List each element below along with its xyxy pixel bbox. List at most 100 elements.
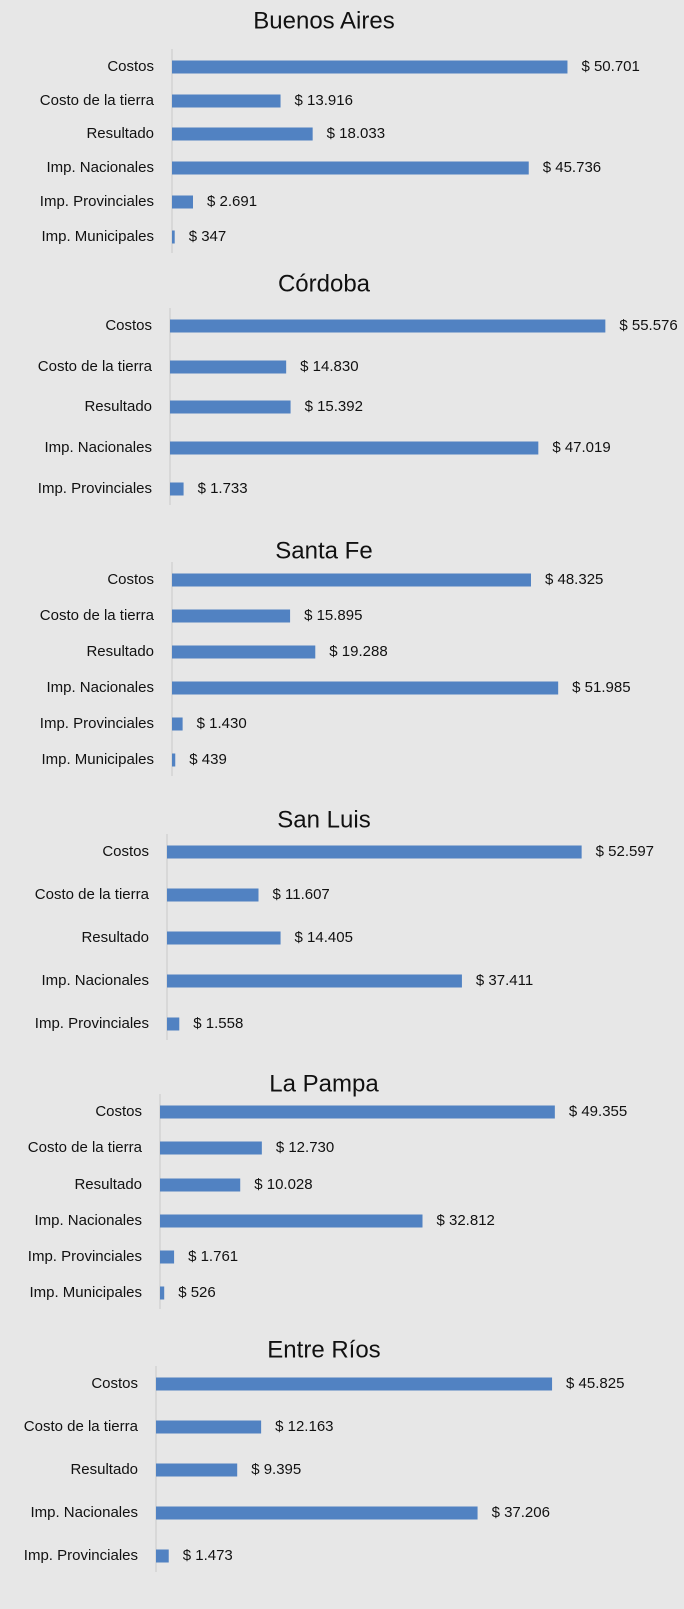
bar [167, 1017, 180, 1031]
bar [172, 681, 559, 695]
category-label: Costo de la tierra [24, 1418, 139, 1435]
value-label: $ 55.576 [619, 317, 677, 334]
value-label: $ 526 [178, 1284, 216, 1301]
value-label: $ 32.812 [436, 1212, 494, 1229]
category-label: Imp. Provinciales [35, 1015, 149, 1032]
bar [167, 888, 259, 902]
category-label: Costos [95, 1103, 142, 1120]
value-label: $ 9.395 [251, 1461, 301, 1478]
value-label: $ 48.325 [545, 571, 603, 588]
value-label: $ 45.736 [543, 159, 601, 176]
value-label: $ 19.288 [329, 643, 387, 660]
category-label: Imp. Nacionales [34, 1212, 142, 1229]
chart-title: La Pampa [269, 1070, 379, 1097]
bar [172, 195, 193, 209]
category-label: Imp. Provinciales [28, 1248, 142, 1265]
category-label: Imp. Municipales [41, 751, 154, 768]
category-label: Costos [107, 571, 154, 588]
bar [172, 60, 568, 74]
category-label: Imp. Nacionales [41, 972, 149, 989]
bar [172, 573, 531, 587]
value-label: $ 15.392 [305, 398, 363, 415]
bar [170, 482, 184, 496]
chart-title: Buenos Aires [253, 7, 394, 34]
category-label: Costo de la tierra [38, 358, 153, 375]
value-label: $ 45.825 [566, 1375, 624, 1392]
category-label: Costos [102, 843, 149, 860]
bar [167, 845, 582, 859]
category-label: Imp. Provinciales [40, 715, 154, 732]
category-label: Costos [107, 58, 154, 75]
bar [156, 1420, 262, 1434]
bar [172, 753, 176, 767]
bar [160, 1250, 175, 1264]
category-label: Imp. Provinciales [40, 193, 154, 210]
value-label: $ 10.028 [254, 1176, 312, 1193]
chart-title: Córdoba [278, 270, 371, 297]
category-label: Resultado [81, 929, 149, 946]
category-label: Imp. Nacionales [30, 1504, 138, 1521]
value-label: $ 1.430 [197, 715, 247, 732]
bar [160, 1105, 555, 1119]
bar [172, 645, 316, 659]
value-label: $ 11.607 [273, 886, 330, 903]
value-label: $ 439 [189, 751, 227, 768]
value-label: $ 37.411 [476, 972, 533, 989]
category-label: Costos [105, 317, 152, 334]
bar [167, 931, 281, 945]
bar [170, 319, 606, 333]
bar [160, 1214, 423, 1228]
value-label: $ 1.473 [183, 1547, 233, 1564]
category-label: Imp. Nacionales [46, 679, 154, 696]
value-label: $ 37.206 [492, 1504, 550, 1521]
category-label: Resultado [84, 398, 152, 415]
value-label: $ 12.163 [275, 1418, 333, 1435]
chart-title: Santa Fe [275, 537, 372, 564]
bar [156, 1549, 169, 1563]
value-label: $ 13.916 [295, 92, 353, 109]
category-label: Costo de la tierra [28, 1139, 143, 1156]
value-label: $ 18.033 [327, 125, 385, 142]
value-label: $ 52.597 [596, 843, 654, 860]
value-label: $ 2.691 [207, 193, 257, 210]
category-label: Costos [91, 1375, 138, 1392]
bar [172, 127, 313, 141]
category-label: Resultado [74, 1176, 142, 1193]
category-label: Imp. Municipales [29, 1284, 142, 1301]
bar [160, 1286, 165, 1300]
bar [156, 1463, 238, 1477]
chart-title: San Luis [277, 806, 370, 833]
value-label: $ 1.733 [198, 480, 248, 497]
category-label: Imp. Nacionales [46, 159, 154, 176]
bar [156, 1377, 553, 1391]
category-label: Resultado [86, 643, 154, 660]
category-label: Costo de la tierra [40, 92, 155, 109]
value-label: $ 49.355 [569, 1103, 627, 1120]
value-label: $ 15.895 [304, 607, 362, 624]
value-label: $ 1.558 [193, 1015, 243, 1032]
value-label: $ 14.830 [300, 358, 358, 375]
category-label: Imp. Provinciales [38, 480, 152, 497]
category-label: Resultado [70, 1461, 138, 1478]
bar [160, 1178, 241, 1192]
category-label: Imp. Municipales [41, 228, 154, 245]
bar [172, 609, 291, 623]
bar [170, 441, 539, 455]
chart-title: Entre Ríos [267, 1336, 380, 1363]
value-label: $ 50.701 [581, 58, 639, 75]
value-label: $ 1.761 [188, 1248, 238, 1265]
bar [156, 1506, 478, 1520]
value-label: $ 347 [189, 228, 227, 245]
bar [172, 94, 281, 108]
value-label: $ 12.730 [276, 1139, 334, 1156]
bar [167, 974, 462, 988]
bar [170, 360, 287, 374]
category-label: Costo de la tierra [35, 886, 150, 903]
category-label: Imp. Nacionales [44, 439, 152, 456]
value-label: $ 14.405 [295, 929, 353, 946]
bar [172, 230, 175, 244]
category-label: Resultado [86, 125, 154, 142]
bar [172, 161, 529, 175]
